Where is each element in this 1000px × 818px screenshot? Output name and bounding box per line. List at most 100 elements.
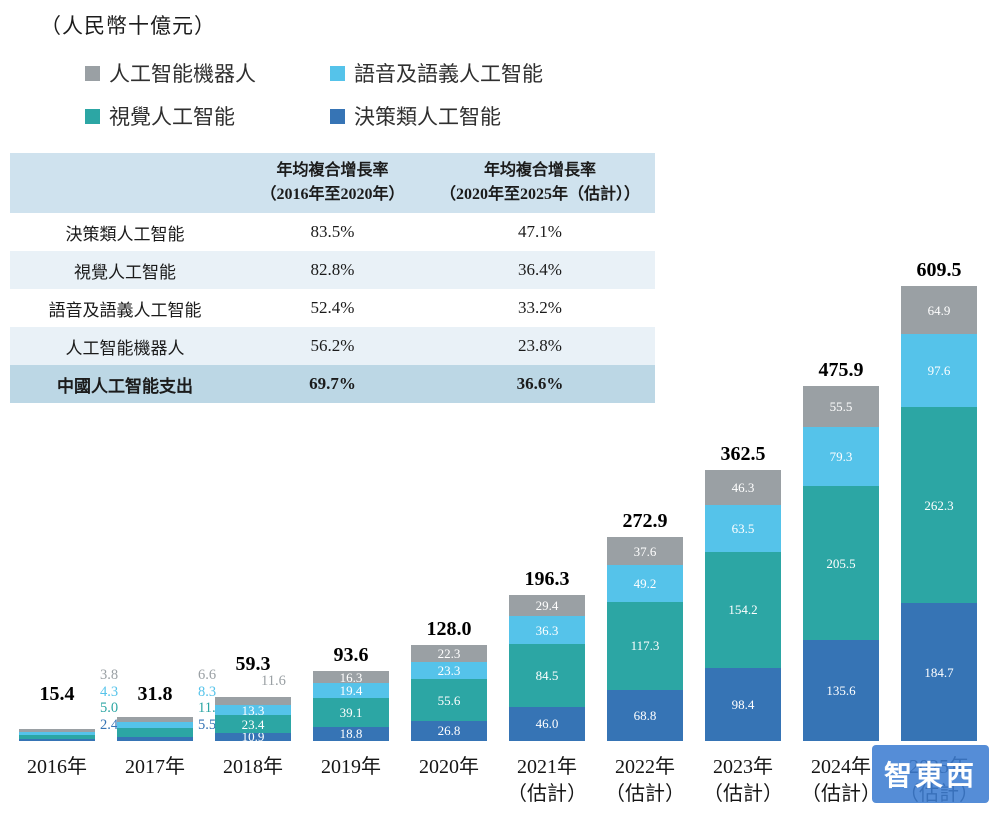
bar-segment [313,671,389,684]
bar-value-label: 5.5 [198,716,217,733]
bar-segment [509,594,585,617]
bar-segment [313,683,389,698]
x-axis-label-estimate: （估計） [801,783,881,805]
bar-value-label: 39.1 [339,704,363,720]
bar-value-label: 68.8 [633,707,657,723]
bar-value-label: 117.3 [630,638,660,654]
bar-segment [705,667,781,741]
bar-value-label: 11.6 [261,672,286,689]
legend-swatch-lightblue [330,65,345,81]
bar-segment [215,715,291,733]
bar-value-label: 97.6 [927,363,951,379]
legend-swatch-teal [85,108,100,124]
bar-total-label: 31.8 [137,683,173,705]
bar-value-label: 29.4 [535,598,559,613]
chart-legend: 人工智能機器人 語音及語義人工智能 視覺人工智能 決策類人工智能 [85,58,543,144]
bar-segment [215,732,291,741]
header-cagr-2020-2025: 年均複合增長率 （2020年至2025年（估計）） [425,153,655,213]
x-axis-label: 2024年 [811,756,871,778]
legend-item-ai-robots: 人工智能機器人 [85,58,330,88]
header-blank [10,153,240,213]
bar-segment [411,679,487,721]
bar-segment [803,385,879,428]
legend-row: 人工智能機器人 語音及語義人工智能 [85,58,543,88]
bar-segment [411,645,487,663]
row-cagr-2020-2025: 47.1% [518,222,562,241]
bar-value-label: 19.4 [339,683,363,699]
bar-segment [705,470,781,506]
table-row: 語音及語義人工智能 52.4% 33.2% [10,289,655,327]
x-axis-label-estimate: （估計） [507,783,587,805]
bar-segment [117,717,193,723]
bar-value-label: 63.5 [731,521,755,537]
bar-total-label: 15.4 [39,683,75,705]
legend-label: 決策類人工智能 [354,105,501,129]
bar-value-label: 135.6 [826,682,856,698]
bar-segment [607,565,683,603]
bar-value-label: 205.5 [826,555,856,571]
legend-row: 視覺人工智能 決策類人工智能 [85,101,543,131]
bar-value-label: 22.3 [437,646,461,662]
legend-label: 視覺人工智能 [109,105,235,129]
bar-segment [705,505,781,553]
bar-segment [705,552,781,668]
unit-label: （人民幣十億元） [40,14,216,38]
row-cagr-2016-2020: 69.7% [309,374,356,393]
bar-value-label: 184.7 [924,664,954,680]
cagr-table: 年均複合增長率 （2016年至2020年） 年均複合增長率 （2020年至202… [10,153,655,403]
row-name: 中國人工智能支出 [57,376,193,396]
row-cagr-2020-2025: 36.6% [516,374,564,393]
bar-segment [117,728,193,737]
row-name: 視覺人工智能 [74,262,176,282]
legend-swatch-darkblue [330,108,345,124]
bar-segment [19,735,95,740]
bar-segment [901,286,977,335]
row-cagr-2020-2025: 36.4% [518,260,562,279]
bar-value-label: 2.4 [100,716,119,733]
bar-value-label: 55.6 [437,692,461,708]
table-row: 人工智能機器人 56.2% 23.8% [10,327,655,365]
bar-value-label: 37.6 [633,543,657,559]
bar-value-label: 8.3 [198,683,217,700]
header-cagr-2016-2020: 年均複合增長率 （2016年至2020年） [240,153,425,213]
watermark-text: 智東西 [884,761,978,792]
bar-value-label: 10.9 [241,729,265,745]
row-name: 決策類人工智能 [65,224,185,244]
legend-item-vision-ai: 視覺人工智能 [85,101,330,131]
bar-value-label: 46.3 [731,480,755,496]
legend-swatch-gray [85,65,100,81]
legend-label: 人工智能機器人 [109,62,256,86]
bar-total-label: 272.9 [622,510,668,533]
bar-segment [215,705,291,716]
bar-value-label: 4.3 [100,683,119,700]
bar-segment [901,407,977,604]
bar-segment [411,720,487,741]
bar-value-label: 154.2 [728,602,758,618]
bar-total-label: 196.3 [524,567,570,590]
bar-segment [313,726,389,741]
bar-value-label: 18.8 [339,726,363,742]
legend-label: 語音及語義人工智能 [354,62,543,86]
bar-value-label: 36.3 [535,622,559,638]
bar-value-label: 13.3 [241,702,265,718]
legend-item-decision-ai: 決策類人工智能 [330,101,501,131]
x-axis-label: 2023年 [713,756,773,778]
bar-segment [607,689,683,741]
bar-value-label: 98.4 [731,696,755,712]
bar-value-label: 6.6 [198,667,217,683]
x-axis-label: 2016年 [27,756,87,778]
bar-segment [19,729,95,733]
bar-segment [901,334,977,408]
table-row-total: 中國人工智能支出 69.7% 36.6% [10,365,655,403]
bar-segment [607,537,683,566]
table-row: 視覺人工智能 82.8% 36.4% [10,251,655,289]
bar-segment [509,643,585,707]
bar-segment [117,722,193,729]
bar-outside-labels: 3.8 4.3 5.0 2.4 [100,667,118,733]
row-name: 人工智能機器人 [65,338,185,358]
row-cagr-2020-2025: 33.2% [518,298,562,317]
x-axis-label: 2019年 [321,756,381,778]
bar-segment [803,486,879,640]
